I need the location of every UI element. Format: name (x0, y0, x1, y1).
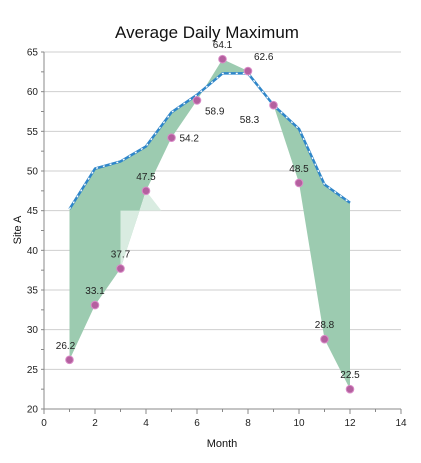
y-tick-label: 60 (27, 87, 39, 98)
data-label: 58.9 (205, 106, 225, 117)
data-label: 62.6 (254, 52, 274, 63)
data-label: 64.1 (213, 40, 233, 51)
y-tick-label: 30 (27, 325, 39, 336)
data-point (243, 66, 253, 76)
data-point (65, 355, 74, 365)
data-label: 58.3 (240, 115, 260, 126)
axes-layer: 20 25 30 35 40 45 50 55 60 65 0 2 4 6 8 10 12 14 (27, 48, 407, 430)
y-tick-label: 35 (27, 286, 39, 297)
x-tick-label: 2 (92, 418, 98, 429)
points-layer (65, 54, 355, 394)
y-tick-label: 20 (27, 405, 39, 416)
data-point (320, 334, 329, 344)
data-label: 28.8 (315, 320, 335, 331)
lines-layer (68, 72, 351, 210)
data-label: 47.5 (136, 172, 156, 183)
data-point (141, 186, 151, 196)
data-label: 26.2 (56, 341, 76, 352)
data-label: 37.7 (111, 250, 131, 261)
x-tick-label: 10 (293, 418, 305, 429)
data-point (192, 96, 202, 105)
data-point (116, 264, 125, 273)
y-tick-label: 50 (27, 167, 39, 178)
x-tick-label: 14 (395, 418, 407, 429)
x-axis-title: Month (207, 438, 238, 450)
y-tick-label: 40 (27, 246, 39, 257)
band-highlight (120, 190, 162, 269)
data-point (167, 133, 176, 142)
data-point (269, 100, 278, 110)
data-label: 48.5 (289, 164, 309, 175)
y-axis-title: Site A (12, 215, 24, 244)
x-tick-label: 0 (41, 418, 47, 429)
data-label: 54.2 (180, 134, 200, 145)
x-tick-label: 4 (143, 418, 149, 429)
data-label: 33.1 (85, 286, 105, 297)
x-tick-label: 6 (194, 418, 200, 429)
y-tick-label: 25 (27, 365, 39, 376)
data-label: 22.5 (340, 370, 360, 381)
y-tick-label: 45 (27, 206, 39, 217)
labels-layer: 26.2 33.1 37.7 47.5 54.2 58.9 64.1 62.6 58.3 48.5… (56, 40, 360, 381)
y-tick-label: 55 (27, 127, 39, 138)
upper-series-line (68, 72, 351, 210)
data-point (294, 178, 304, 188)
x-tick-label: 12 (344, 418, 356, 429)
data-point (345, 384, 355, 394)
chart-title: Average Daily Maximum (115, 23, 299, 42)
fill-layer (69, 59, 350, 390)
x-tick-label: 8 (245, 418, 251, 429)
y-tick-label: 65 (27, 48, 39, 59)
data-point (218, 54, 227, 64)
data-point (90, 300, 100, 310)
